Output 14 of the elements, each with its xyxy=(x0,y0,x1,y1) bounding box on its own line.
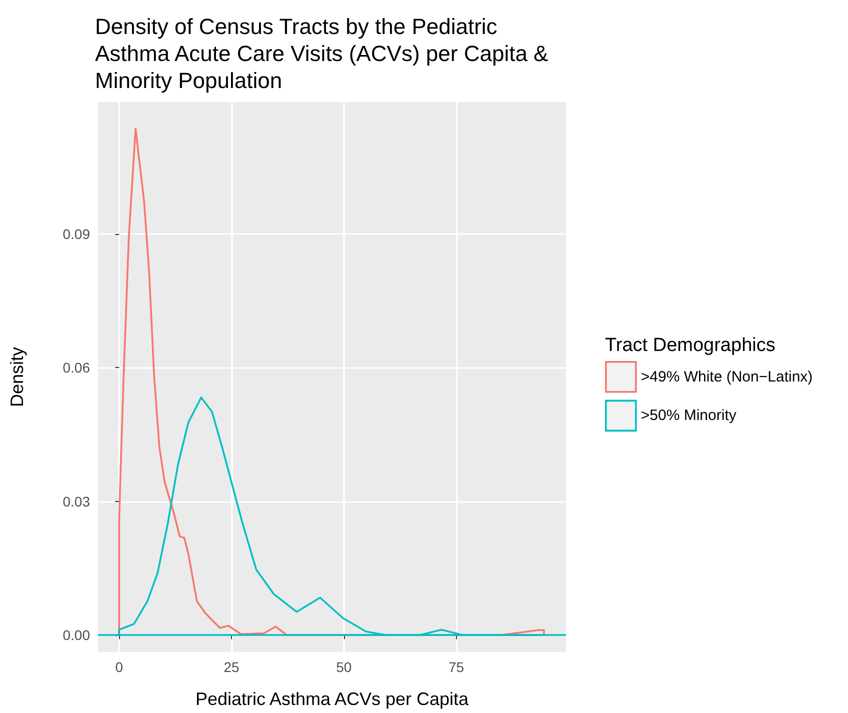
chart-title: Density of Census Tracts by the Pediatric Asthma Acute Care Visits (ACVs) per Capita & Minority Population xyxy=(95,14,554,93)
y-tick-label: 0.09 xyxy=(62,226,90,242)
x-tick-label: 25 xyxy=(224,659,240,675)
legend-title: Tract Demographics xyxy=(605,335,776,356)
x-tick-label: 50 xyxy=(336,659,352,675)
x-axis-title: Pediatric Asthma ACVs per Capita xyxy=(195,689,470,709)
y-tick-label: 0.00 xyxy=(62,627,90,644)
legend-label: >49% White (Non−Latinx) xyxy=(640,368,813,386)
x-tick-label: 75 xyxy=(448,659,464,675)
y-axis-title: Density xyxy=(7,346,27,408)
legend-label: >50% Minority xyxy=(640,407,737,424)
y-tick-label: 0.06 xyxy=(62,360,90,376)
x-tick-label: 0 xyxy=(115,659,124,675)
y-tick-label: 0.03 xyxy=(62,493,90,510)
